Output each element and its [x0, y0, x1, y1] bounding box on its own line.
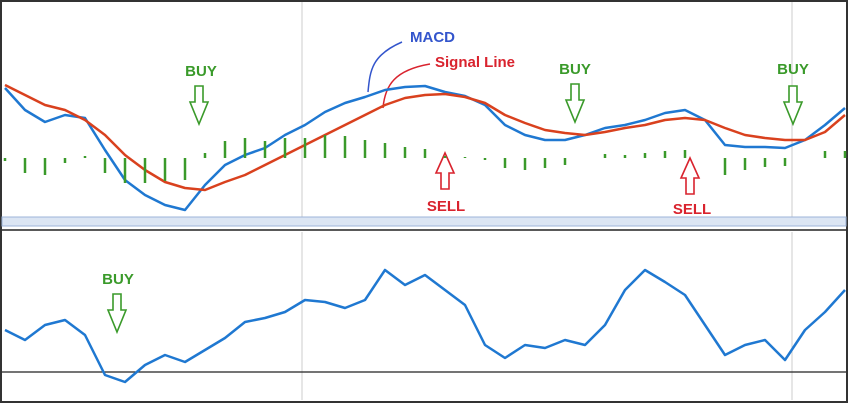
- callout-line: [382, 63, 431, 109]
- callout-line: [367, 41, 403, 93]
- buy-arrow: [188, 85, 210, 127]
- sell-arrow: [679, 156, 701, 195]
- annotation: SELL: [673, 201, 711, 218]
- annotation: BUY: [777, 61, 809, 78]
- sell-arrow: [434, 151, 456, 190]
- annotation: BUY: [102, 271, 134, 288]
- buy-arrow: [106, 293, 128, 335]
- annotation: MACD: [410, 29, 455, 46]
- annotation: Signal Line: [435, 54, 515, 71]
- buy-arrow: [564, 83, 586, 125]
- annotation: BUY: [185, 63, 217, 80]
- annotation: SELL: [427, 198, 465, 215]
- arrows: [106, 83, 804, 335]
- line-series: [4, 268, 846, 384]
- annotation: BUY: [559, 61, 591, 78]
- buy-arrow: [782, 85, 804, 127]
- panel-separator: [1, 216, 847, 227]
